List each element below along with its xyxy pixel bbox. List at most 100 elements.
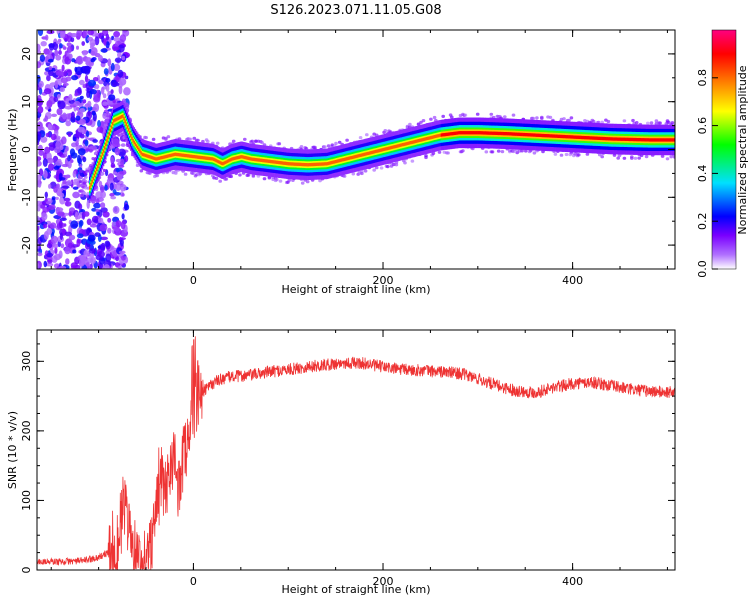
spectrogram-cell bbox=[84, 175, 88, 179]
spectrogram-cell bbox=[644, 155, 649, 159]
spectrogram-cell bbox=[260, 141, 264, 145]
spectrogram-cell bbox=[79, 169, 83, 173]
spectrogram-cell bbox=[441, 114, 446, 118]
spectrogram-cell bbox=[110, 89, 114, 94]
spectrogram-cell bbox=[115, 158, 122, 163]
spectrogram-cell bbox=[110, 163, 116, 168]
spectrogram-cell bbox=[131, 136, 133, 141]
spectrogram-cell bbox=[461, 149, 465, 153]
spectrogram-cell bbox=[40, 136, 48, 143]
spectrogram-cell bbox=[45, 106, 50, 110]
spectrogram-cell bbox=[76, 238, 81, 247]
spectrogram-cell bbox=[92, 176, 95, 181]
spectrogram-cell bbox=[110, 62, 115, 72]
spectrogram-cell bbox=[118, 116, 121, 120]
spectrogram-cell bbox=[96, 211, 100, 216]
spectrogram-cell bbox=[51, 196, 56, 200]
spectrogram-cell bbox=[107, 58, 112, 67]
spectrogram-cell bbox=[67, 155, 71, 162]
spectrogram-cell bbox=[45, 262, 54, 267]
spectrogram-cell bbox=[622, 119, 627, 123]
spectrogram-cell bbox=[82, 191, 87, 195]
spectrogram-cell bbox=[109, 192, 115, 197]
spectrogram-cell bbox=[70, 33, 78, 38]
spectrogram-cell bbox=[79, 108, 86, 113]
spectrogram-cell bbox=[238, 173, 242, 177]
spectrogram-cell bbox=[75, 55, 84, 65]
spectrogram-cell bbox=[94, 232, 101, 237]
spectrogram-cell bbox=[59, 177, 66, 181]
spectrogram-cell bbox=[82, 50, 88, 56]
spectrogram-cell bbox=[119, 237, 124, 247]
spectrogram-cell bbox=[73, 100, 81, 107]
spectrogram-cell bbox=[67, 242, 73, 249]
spectrogram-cell bbox=[113, 37, 121, 42]
spectrogram-cell bbox=[37, 204, 41, 212]
spectrogram-cell bbox=[489, 112, 494, 116]
spectrogram-cell bbox=[520, 149, 524, 153]
spectrogram-cell bbox=[496, 149, 501, 153]
spectrogram-cell bbox=[48, 183, 52, 189]
spectrogram-cell bbox=[97, 93, 101, 99]
spectrogram-cell bbox=[121, 193, 125, 197]
spectrogram-cell bbox=[600, 155, 604, 159]
spectrogram-cell bbox=[79, 258, 85, 267]
spectrogram-cell bbox=[416, 122, 421, 126]
spectrogram-cell bbox=[64, 231, 73, 237]
spectrogram-cell bbox=[112, 171, 118, 175]
spectrogram-cell bbox=[419, 120, 423, 124]
spectrogram-cell bbox=[37, 225, 40, 231]
spectrogram-cell bbox=[119, 34, 127, 43]
spectrogram-cell bbox=[144, 136, 148, 140]
spectrogram-cell bbox=[150, 155, 153, 159]
spectrogram-cell bbox=[119, 170, 124, 175]
spectrogram-cell bbox=[475, 112, 480, 116]
spectrogram-cell bbox=[97, 164, 99, 168]
spectrogram-cell bbox=[246, 173, 251, 177]
spectrogram-cell bbox=[59, 144, 64, 151]
spectrogram-cell bbox=[532, 151, 537, 155]
spectrogram-cell bbox=[91, 157, 95, 161]
spectrogram-cell bbox=[88, 248, 97, 254]
spectrogram-cell bbox=[105, 142, 107, 146]
spectrogram-cell bbox=[127, 128, 130, 132]
spectrogram-cell bbox=[39, 54, 46, 62]
spectrogram-cell bbox=[66, 46, 73, 53]
spectrogram-cell bbox=[37, 180, 41, 188]
spectrogram-cell bbox=[97, 245, 102, 249]
spectrogram-cell bbox=[99, 158, 101, 162]
spectrogram-cell bbox=[612, 153, 617, 157]
spectrogram-cell bbox=[99, 224, 108, 232]
spectrogram-cell bbox=[122, 114, 124, 118]
spectrogram-cell bbox=[300, 181, 305, 185]
spectrogram-cell bbox=[57, 93, 61, 99]
spectrogram-cell bbox=[89, 223, 98, 228]
spectrogram-cell bbox=[59, 217, 67, 221]
spectrogram-cell bbox=[47, 58, 54, 63]
spectrogram-cell bbox=[437, 150, 442, 154]
spectrogram-cell bbox=[540, 115, 544, 119]
spectrogram-cell bbox=[93, 103, 100, 112]
spectrogram-cell bbox=[174, 171, 178, 175]
spectrogram-cell bbox=[201, 139, 205, 144]
spectrogram-cell bbox=[72, 186, 79, 190]
spectrogram-cell bbox=[59, 220, 63, 229]
spectrogram-cell bbox=[87, 234, 96, 242]
spectrogram-cell bbox=[48, 43, 55, 48]
spectrogram-cell bbox=[59, 43, 63, 49]
spectrogram-cell bbox=[90, 256, 96, 265]
spectrogram-cell bbox=[68, 99, 76, 104]
spectrogram-cell bbox=[79, 133, 85, 139]
spectrogram-cell bbox=[40, 41, 47, 47]
spectrogram-cell bbox=[55, 207, 64, 212]
spectrogram-cell bbox=[559, 153, 564, 157]
spectrogram-cell bbox=[166, 135, 171, 139]
spectrogram-cell bbox=[72, 170, 77, 178]
spectrogram-cell bbox=[37, 98, 44, 107]
figure-title: S126.2023.071.11.05.G08 bbox=[270, 3, 441, 18]
spectrogram-cell bbox=[55, 71, 64, 76]
spectrogram-cell bbox=[90, 195, 97, 204]
spectrogram-cell bbox=[68, 53, 73, 60]
spectrogram-cell bbox=[134, 142, 137, 146]
spectrogram-cell bbox=[45, 201, 51, 205]
